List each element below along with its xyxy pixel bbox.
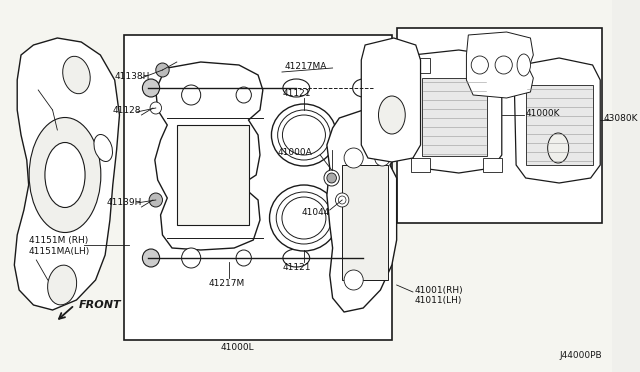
- Ellipse shape: [283, 249, 310, 267]
- Circle shape: [143, 249, 159, 267]
- Bar: [342, 165, 388, 280]
- Bar: [124, 35, 392, 340]
- Text: 41139H: 41139H: [107, 198, 143, 206]
- Text: 41217MA: 41217MA: [285, 61, 327, 71]
- Bar: [422, 78, 488, 156]
- Ellipse shape: [378, 96, 405, 134]
- Circle shape: [182, 248, 201, 268]
- Ellipse shape: [47, 265, 77, 305]
- Ellipse shape: [517, 54, 531, 76]
- Circle shape: [182, 85, 201, 105]
- Ellipse shape: [282, 115, 326, 155]
- Circle shape: [149, 193, 163, 207]
- Circle shape: [236, 87, 252, 103]
- Text: 41011(LH): 41011(LH): [415, 295, 462, 305]
- Bar: [483, 158, 502, 172]
- Ellipse shape: [63, 56, 90, 94]
- Text: 43080K: 43080K: [604, 113, 639, 122]
- Ellipse shape: [269, 185, 339, 251]
- Bar: [483, 58, 502, 73]
- Ellipse shape: [495, 56, 512, 74]
- Ellipse shape: [471, 56, 488, 74]
- Ellipse shape: [548, 133, 569, 163]
- Ellipse shape: [45, 142, 85, 208]
- Text: 41121: 41121: [283, 263, 312, 273]
- Polygon shape: [467, 32, 533, 98]
- Text: 41151MA(LH): 41151MA(LH): [29, 247, 90, 256]
- Ellipse shape: [353, 79, 374, 97]
- Circle shape: [150, 102, 161, 114]
- Circle shape: [344, 148, 363, 168]
- Text: 41000K: 41000K: [525, 109, 560, 118]
- Ellipse shape: [29, 118, 101, 232]
- Ellipse shape: [282, 197, 326, 239]
- Polygon shape: [14, 38, 120, 310]
- Circle shape: [143, 79, 159, 97]
- Polygon shape: [362, 38, 420, 162]
- Polygon shape: [327, 110, 397, 312]
- Circle shape: [156, 63, 169, 77]
- Text: 41044: 41044: [302, 208, 330, 217]
- Bar: [177, 125, 248, 225]
- Ellipse shape: [278, 110, 330, 160]
- Circle shape: [327, 173, 337, 183]
- Polygon shape: [155, 62, 263, 250]
- Bar: [411, 58, 430, 73]
- Ellipse shape: [348, 249, 369, 267]
- Text: 41000L: 41000L: [220, 343, 254, 353]
- Bar: [525, 85, 593, 165]
- Ellipse shape: [283, 79, 310, 97]
- Circle shape: [374, 150, 390, 166]
- Text: 41001(RH): 41001(RH): [415, 285, 463, 295]
- Circle shape: [344, 270, 363, 290]
- Text: 41128: 41128: [113, 106, 141, 115]
- Circle shape: [236, 250, 252, 266]
- Text: 41151M (RH): 41151M (RH): [29, 235, 88, 244]
- Text: J44000PB: J44000PB: [559, 351, 602, 360]
- Text: 41121: 41121: [283, 89, 312, 97]
- Ellipse shape: [94, 135, 113, 161]
- Circle shape: [339, 196, 346, 204]
- Ellipse shape: [276, 192, 332, 244]
- Text: FRONT: FRONT: [78, 300, 121, 310]
- Ellipse shape: [271, 104, 337, 166]
- Polygon shape: [409, 50, 502, 173]
- Polygon shape: [514, 58, 600, 183]
- Bar: [411, 158, 430, 172]
- Circle shape: [335, 193, 349, 207]
- Text: 41217M: 41217M: [209, 279, 244, 288]
- Circle shape: [324, 170, 339, 186]
- Text: 41138H: 41138H: [115, 71, 150, 80]
- Bar: [397, 28, 602, 223]
- Text: 41000A: 41000A: [277, 148, 312, 157]
